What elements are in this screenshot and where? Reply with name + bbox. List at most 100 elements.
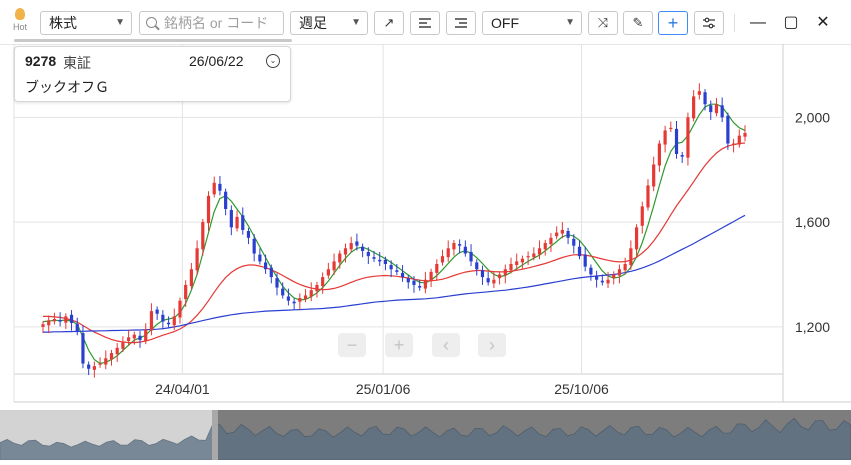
zoom-out-button[interactable]: −: [338, 333, 366, 357]
candle: [212, 176, 216, 198]
candle: [166, 316, 171, 328]
candle-body: [400, 272, 405, 278]
ma_long-line: [43, 214, 746, 333]
candle: [549, 233, 553, 252]
period-select[interactable]: 週足 ▼: [290, 11, 368, 35]
candle-body: [480, 270, 485, 278]
candle-body: [674, 128, 679, 154]
candle-body: [212, 182, 216, 195]
candle: [726, 112, 730, 150]
search-input[interactable]: 銘柄名 or コード: [139, 11, 284, 35]
candle-body: [486, 278, 490, 283]
chart-area[interactable]: 1,200 1,600 2,000 24/04/01 25/01/06 25/10/06: [0, 44, 851, 461]
candle-body: [549, 237, 553, 245]
candle: [315, 281, 319, 298]
candle-body: [612, 274, 616, 279]
candle-body: [292, 301, 296, 304]
candle: [361, 243, 365, 258]
candle-body: [532, 253, 536, 258]
candle-body: [652, 164, 656, 187]
candle: [589, 264, 593, 281]
overview-navigator[interactable]: [0, 410, 851, 461]
zoom-in-button[interactable]: +: [385, 333, 413, 357]
candle-body: [195, 248, 199, 271]
candle: [703, 89, 707, 111]
candlestick-chart[interactable]: 1,200 1,600 2,000 24/04/01 25/01/06 25/10/06: [0, 44, 851, 461]
ma_mid-line: [43, 142, 746, 344]
candle: [286, 288, 291, 306]
candle: [452, 239, 456, 256]
crosshair-button[interactable]: +: [658, 11, 688, 35]
candle-body: [315, 284, 319, 292]
trend-line-icon: ↗: [383, 15, 395, 30]
candle: [41, 321, 45, 334]
align-left-button[interactable]: [410, 11, 440, 35]
candle-body: [235, 216, 239, 229]
close-icon: ✕: [816, 14, 830, 31]
plus-icon: +: [393, 335, 405, 355]
candle: [343, 243, 348, 263]
candle-body: [269, 267, 273, 278]
candle: [235, 210, 239, 232]
maximize-button[interactable]: ▢: [779, 12, 803, 34]
candle-body: [669, 127, 673, 130]
candle: [583, 246, 587, 272]
hot-label: Hot: [12, 22, 27, 32]
candle: [161, 310, 165, 330]
market-select[interactable]: 株式 ▼: [40, 11, 132, 35]
chevron-down-circle-icon[interactable]: ⌄: [266, 54, 280, 68]
candle: [537, 240, 542, 260]
candle-body: [206, 195, 211, 224]
trend-line-button[interactable]: ↗: [374, 11, 404, 35]
candle-body: [298, 298, 302, 302]
align-left-icon: [419, 18, 431, 28]
candle: [720, 97, 724, 123]
candle: [241, 207, 245, 235]
candle-body: [429, 271, 433, 281]
close-button[interactable]: ✕: [811, 12, 835, 34]
indicator-select[interactable]: OFF ▼: [482, 11, 582, 35]
settings-button[interactable]: [694, 11, 724, 35]
overview-range-handle: [212, 410, 218, 460]
align-right-button[interactable]: [446, 11, 476, 35]
candle-body: [166, 322, 171, 325]
candle-body: [720, 105, 724, 118]
hot-button[interactable]: Hot: [8, 8, 32, 38]
candle-body: [543, 243, 547, 250]
candle: [731, 138, 736, 153]
y-tick-label: 1,600: [795, 214, 830, 230]
candle: [132, 331, 136, 345]
candle-body: [47, 320, 51, 326]
candle: [252, 234, 256, 262]
shuffle-button[interactable]: ⤨: [588, 11, 618, 35]
candle-body: [64, 316, 68, 323]
candle-body: [657, 143, 661, 166]
candle: [81, 325, 85, 369]
candle-body: [355, 241, 359, 246]
candle-body: [349, 243, 353, 250]
candle-body: [600, 280, 604, 283]
scroll-left-button[interactable]: ‹: [432, 333, 460, 357]
x-tick-label: 24/04/01: [155, 381, 210, 397]
candle-body: [469, 251, 473, 262]
draw-button[interactable]: ✎: [623, 11, 653, 35]
scroll-right-button[interactable]: ›: [478, 333, 506, 357]
candle-body: [497, 274, 502, 279]
ma_short-line: [42, 103, 746, 365]
candle: [149, 303, 154, 336]
candle: [640, 201, 644, 234]
candle: [674, 121, 679, 159]
candle: [144, 323, 148, 345]
toolbar: Hot 株式 ▼ 銘柄名 or コード 週足 ▼ ↗ OFF ▼ ⤨: [0, 0, 851, 45]
candle: [412, 276, 416, 293]
moving-averages: [42, 103, 746, 365]
candle-body: [515, 261, 519, 266]
candle: [423, 271, 427, 294]
candle-body: [640, 206, 644, 226]
candle-body: [87, 364, 91, 369]
minimize-button[interactable]: —: [746, 12, 770, 34]
candle: [178, 297, 182, 324]
candle-body: [406, 278, 410, 283]
candle-body: [566, 231, 570, 238]
candle-body: [281, 288, 285, 296]
